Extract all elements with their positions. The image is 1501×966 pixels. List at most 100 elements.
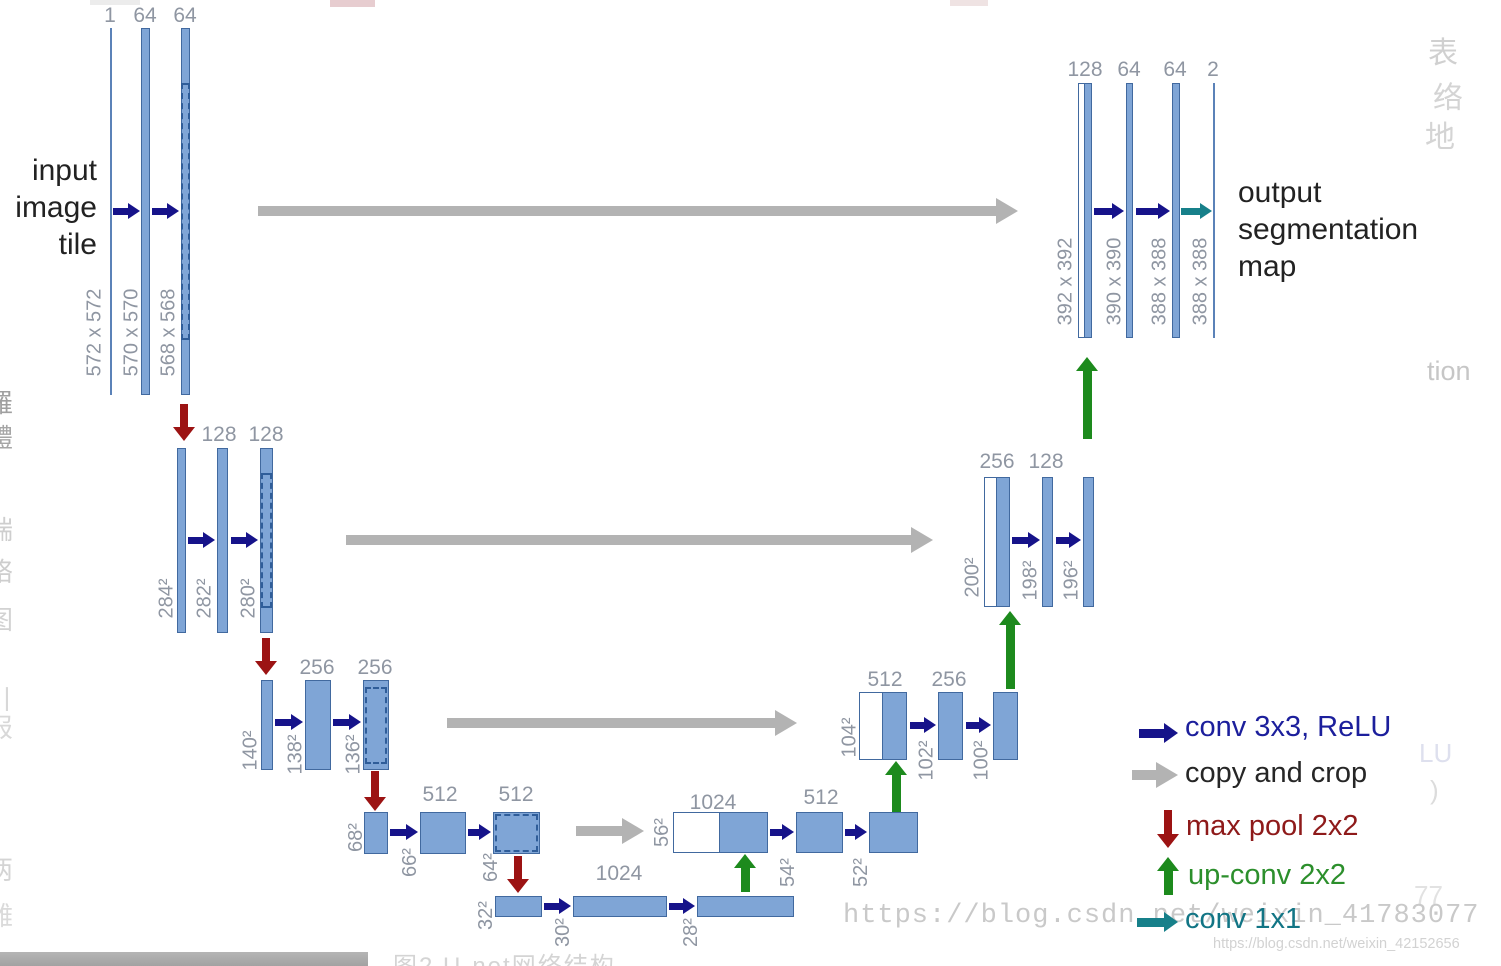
concat-feature-map-bar bbox=[859, 692, 907, 760]
channel-count-label: 128 bbox=[248, 423, 284, 446]
channel-count-label: 256 bbox=[931, 668, 967, 691]
feature-map-bar bbox=[993, 692, 1018, 760]
feature-size-label: 390 x 390 bbox=[1103, 237, 1126, 325]
conv-arrow-icon bbox=[845, 824, 867, 840]
channel-count-label: 1 bbox=[104, 4, 116, 27]
channel-count-label: 64 bbox=[133, 4, 157, 27]
input-image-tile-label: input image tile bbox=[15, 154, 97, 261]
feature-size-label: 388 x 388 bbox=[1148, 237, 1171, 325]
figure-caption: 图2 U-net网络结构 bbox=[393, 946, 616, 966]
feature-size-label: 196² bbox=[1060, 559, 1083, 601]
watermark-char-fragment: 羅 bbox=[0, 388, 14, 418]
screenshot-artifact bbox=[330, 0, 375, 7]
crop-region-outline bbox=[365, 687, 387, 764]
feature-size-label: 138² bbox=[284, 733, 307, 775]
conv-arrow-icon bbox=[468, 824, 491, 840]
conv-arrow-icon bbox=[669, 898, 695, 914]
watermark-text-fragment: LU bbox=[1419, 738, 1453, 768]
legend-conv1x1-arrow-icon bbox=[1137, 912, 1178, 932]
feature-map-bar bbox=[1083, 477, 1094, 607]
concat-feature-map-bar bbox=[984, 477, 1010, 607]
feature-map-bar bbox=[305, 680, 331, 770]
channel-count-label: 512 bbox=[422, 783, 458, 806]
maxpool-arrow-icon bbox=[507, 856, 529, 893]
channel-count-label: 2 bbox=[1207, 58, 1219, 81]
feature-map-bar bbox=[573, 896, 667, 917]
feature-size-label: 52² bbox=[849, 857, 872, 887]
conv-arrow-icon bbox=[231, 532, 258, 548]
legend-copy-arrow-icon bbox=[1132, 762, 1178, 788]
conv-arrow-icon bbox=[1012, 532, 1040, 548]
feature-map-bar bbox=[420, 812, 466, 854]
conv-arrow-icon bbox=[275, 714, 303, 730]
channel-count-label: 64 bbox=[1117, 58, 1141, 81]
feature-size-label: 392 x 392 bbox=[1054, 237, 1077, 325]
channel-count-label: 256 bbox=[299, 656, 335, 679]
conv-arrow-icon bbox=[113, 203, 140, 219]
feature-size-label: 104² bbox=[838, 716, 861, 758]
legend-item-copy-crop: copy and crop bbox=[1185, 757, 1368, 789]
crop-region-outline bbox=[261, 473, 272, 608]
feature-size-label: 572 x 572 bbox=[83, 288, 106, 377]
conv-arrow-icon bbox=[544, 898, 571, 914]
feature-size-label: 284² bbox=[155, 577, 178, 619]
legend-item-maxpool: max pool 2x2 bbox=[1186, 810, 1359, 842]
feature-size-label: 136² bbox=[342, 733, 365, 775]
channel-count-label: 128 bbox=[1067, 58, 1103, 81]
feature-size-label: 54² bbox=[776, 857, 799, 887]
maxpool-arrow-icon bbox=[364, 771, 386, 811]
feature-map-bar bbox=[141, 28, 150, 395]
channel-count-label: 128 bbox=[201, 423, 237, 446]
feature-map-bar bbox=[261, 680, 273, 770]
feature-size-label: 56² bbox=[650, 817, 673, 847]
feature-map-bar bbox=[697, 896, 794, 917]
copy-arrow-icon bbox=[576, 818, 644, 844]
feature-map-bar bbox=[869, 812, 918, 853]
output-segmentation-map-label: output segmentation map bbox=[1238, 176, 1419, 283]
feature-size-label: 388 x 388 bbox=[1189, 237, 1212, 325]
feature-map-bar bbox=[1172, 83, 1180, 338]
watermark-char-fragment: 报 bbox=[0, 713, 14, 743]
screenshot-artifact bbox=[90, 0, 140, 5]
feature-map-bar bbox=[938, 692, 963, 760]
legend-item-upconv: up-conv 2x2 bbox=[1188, 859, 1346, 891]
conv-arrow-icon bbox=[770, 824, 794, 840]
screenshot-artifact bbox=[950, 0, 988, 6]
feature-size-label: 280² bbox=[237, 577, 260, 619]
feature-map-bar bbox=[364, 812, 388, 854]
conv-arrow-icon bbox=[390, 824, 418, 840]
feature-map-bar bbox=[1042, 477, 1053, 607]
conv-arrow-icon bbox=[910, 717, 936, 733]
watermark-char-fragment: 雜 bbox=[0, 901, 14, 931]
feature-size-label: 66² bbox=[398, 847, 421, 877]
screenshot-artifact-bar bbox=[0, 952, 368, 966]
watermark-char-fragment: 體 bbox=[0, 423, 14, 453]
output-feature-map-line bbox=[1213, 83, 1215, 338]
copy-arrow-icon bbox=[447, 710, 797, 736]
watermark-char-fragment: 端 bbox=[0, 515, 14, 545]
feature-size-label: 568 x 568 bbox=[157, 288, 180, 377]
conv1x1-arrow-icon bbox=[1181, 203, 1212, 219]
upconv-arrow-icon bbox=[885, 761, 907, 812]
legend-upconv-arrow-icon bbox=[1157, 857, 1179, 895]
channel-count-label: 1024 bbox=[595, 862, 643, 885]
feature-size-label: 198² bbox=[1019, 559, 1042, 601]
watermark-char-fragment: 表 bbox=[1428, 37, 1458, 70]
upconv-arrow-icon bbox=[999, 611, 1021, 689]
watermark-char-fragment: 两 bbox=[0, 855, 14, 885]
conv-arrow-icon bbox=[333, 714, 361, 730]
feature-map-bar bbox=[177, 448, 186, 633]
channel-count-label: 512 bbox=[867, 668, 903, 691]
conv-arrow-icon bbox=[1094, 203, 1124, 219]
crop-region-outline bbox=[495, 814, 538, 852]
conv-arrow-icon bbox=[1056, 532, 1081, 548]
upconv-arrow-icon bbox=[1076, 357, 1098, 439]
channel-count-label: 64 bbox=[1163, 58, 1187, 81]
legend-conv3x3-arrow-icon bbox=[1139, 723, 1178, 743]
channel-count-label: 512 bbox=[803, 786, 839, 809]
feature-map-bar bbox=[363, 680, 389, 770]
watermark-blog-url-small: https://blog.csdn.net/weixin_42152656 bbox=[1213, 936, 1460, 952]
feature-map-bar bbox=[493, 812, 540, 854]
watermark-char-fragment: 图 bbox=[0, 605, 14, 635]
copy-arrow-icon bbox=[346, 527, 933, 553]
